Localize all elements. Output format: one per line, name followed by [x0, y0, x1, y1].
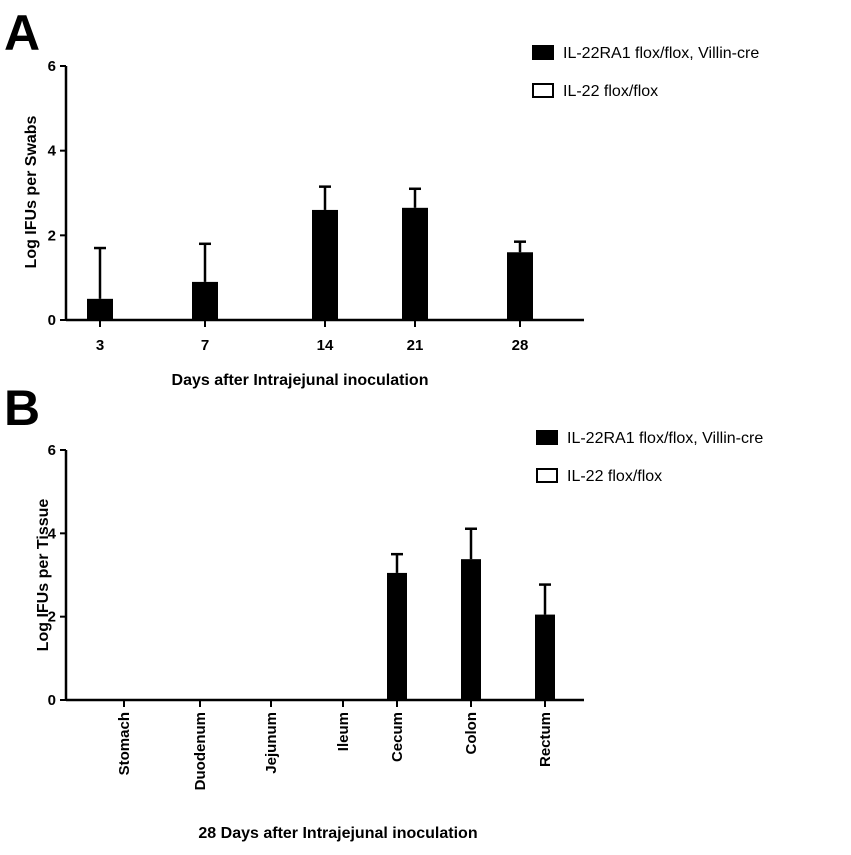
- y-tick-label: 6: [48, 442, 56, 459]
- legend-swatch: [532, 83, 554, 98]
- legend-label: IL-22RA1 flox/flox, Villin-cre: [567, 430, 763, 447]
- legend-swatch: [532, 45, 554, 60]
- x-tick-label: Jejunum: [263, 712, 280, 774]
- x-tick-label: Colon: [463, 712, 480, 755]
- legend-label: IL-22RA1 flox/flox, Villin-cre: [563, 45, 759, 62]
- x-tick-label: Stomach: [116, 712, 133, 775]
- bar-a-filled: [192, 281, 218, 320]
- panel-letter-a: A: [4, 5, 40, 61]
- chart-panel-a: 0 2 4 6 3 7 14 21 28 Days after Intrajejunal inoc…: [23, 45, 759, 389]
- legend-label: IL-22 flox/flox: [563, 83, 658, 100]
- y-tick-label: 0: [48, 692, 56, 709]
- x-tick-label: Duodenum: [192, 712, 209, 790]
- y-tick-label: 6: [48, 58, 56, 75]
- x-tick-label: 21: [407, 337, 424, 354]
- legend-swatch: [536, 430, 558, 445]
- x-axis-title: 28 Days after Intrajejunal inoculation: [198, 825, 477, 842]
- y-tick-label: 2: [48, 227, 56, 244]
- bar-a-filled: [87, 298, 113, 320]
- y-tick-label: 4: [48, 143, 57, 160]
- legend-label: IL-22 flox/flox: [567, 468, 662, 485]
- x-tick-label: Ileum: [335, 712, 352, 751]
- x-tick-label: Cecum: [389, 712, 406, 762]
- x-tick-label: 7: [201, 337, 209, 354]
- bar-b-filled: [535, 614, 555, 700]
- x-axis-title: Days after Intrajejunal inoculation: [172, 372, 429, 389]
- x-tick-label: 3: [96, 337, 104, 354]
- bar-a-filled: [402, 207, 428, 320]
- bar-b-filled: [387, 572, 407, 700]
- y-axis-title: Log IFUs per Tissue: [35, 499, 52, 652]
- bar-a-filled: [312, 209, 338, 320]
- x-tick-label: Rectum: [537, 712, 554, 767]
- y-tick-label: 0: [48, 312, 56, 329]
- y-tick-label: 4: [48, 525, 57, 542]
- bar-b-filled: [461, 559, 481, 700]
- x-tick-label: 28: [512, 337, 529, 354]
- panel-letter-b: B: [4, 380, 40, 436]
- y-tick-label: 2: [48, 609, 56, 626]
- x-tick-label: 14: [317, 337, 334, 354]
- legend-swatch: [536, 468, 558, 483]
- y-axis-title: Log IFUs per Swabs: [23, 115, 40, 268]
- chart-panel-b: 0 2 4 6 Stomach Duodenum Jejunum Ileum Cecum Colo…: [35, 430, 763, 842]
- bar-a-filled: [507, 252, 533, 320]
